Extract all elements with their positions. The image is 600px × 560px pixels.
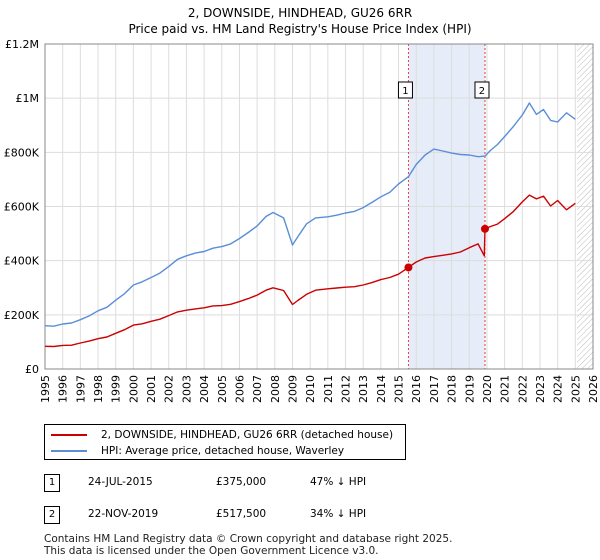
x-tick-label: 2020 xyxy=(481,375,494,403)
transaction-price: £375,000 xyxy=(216,476,267,488)
plot-frame xyxy=(44,43,594,370)
legend: 2, DOWNSIDE, HINDHEAD, GU26 6RR (detache… xyxy=(44,424,406,460)
x-tick-label: 2025 xyxy=(569,375,582,403)
x-tick-label: 2019 xyxy=(463,375,476,403)
transaction-label: 2 xyxy=(479,86,485,97)
legend-label-property: 2, DOWNSIDE, HINDHEAD, GU26 6RR (detache… xyxy=(101,429,394,441)
transaction-hpi-diff: 34% ↓ HPI xyxy=(310,508,367,520)
x-tick-label: 2000 xyxy=(127,375,140,403)
transaction-point xyxy=(480,224,489,233)
transaction-point xyxy=(404,263,413,272)
x-tick-label: 2018 xyxy=(446,375,459,403)
y-tick-label: £200K xyxy=(4,309,40,322)
y-tick-label: £400K xyxy=(4,255,40,268)
legend-item-property: 2, DOWNSIDE, HINDHEAD, GU26 6RR (detache… xyxy=(51,428,393,442)
x-tick-label: 2003 xyxy=(180,375,193,403)
y-tick-label: £600K xyxy=(4,201,40,214)
x-tick-label: 1997 xyxy=(74,375,87,403)
x-tick-label: 2009 xyxy=(286,375,299,403)
x-tick-label: 1999 xyxy=(110,375,123,403)
x-tick-label: 2013 xyxy=(357,375,370,403)
transaction-date: 24-JUL-2015 xyxy=(88,476,153,488)
legend-item-hpi: HPI: Average price, detached house, Wave… xyxy=(51,444,344,458)
y-tick-label: £1.2M xyxy=(5,38,39,51)
footer-copyright: Contains HM Land Registry data © Crown c… xyxy=(44,533,453,545)
series-line-property xyxy=(44,194,576,348)
transaction-label-box xyxy=(474,81,490,99)
legend-label-hpi: HPI: Average price, detached house, Wave… xyxy=(101,445,345,457)
price-chart: £0 £200K £400K £600K £800K £1M £1.2M 1995 1996 19… xyxy=(4,38,600,403)
x-tick-label: 2023 xyxy=(534,375,547,403)
x-tick-label: 2006 xyxy=(233,375,246,403)
series-line-hpi xyxy=(44,102,576,327)
transaction-label-box xyxy=(397,81,413,99)
y-tick-label: £1M xyxy=(16,92,40,105)
x-tick-label: 2014 xyxy=(375,375,388,403)
legend-swatch-property xyxy=(51,434,87,436)
x-tick-label: 2026 xyxy=(587,375,600,403)
x-tick-label: 1996 xyxy=(57,375,70,403)
transaction-price: £517,500 xyxy=(216,508,267,520)
transaction-hpi-diff: 47% ↓ HPI xyxy=(310,476,367,488)
x-tick-label: 2001 xyxy=(145,375,158,403)
transaction-badge: 2 xyxy=(44,506,60,524)
y-tick-label: £0 xyxy=(25,363,39,376)
x-tick-label: 2011 xyxy=(322,375,335,403)
x-tick-label: 2010 xyxy=(304,375,317,403)
x-tick-label: 2002 xyxy=(163,375,176,403)
transaction-label: 1 xyxy=(402,86,408,97)
transaction-date: 22-NOV-2019 xyxy=(88,508,159,520)
y-tick-label: £800K xyxy=(4,146,40,159)
x-tick-label: 1995 xyxy=(39,375,52,403)
x-tick-label: 2008 xyxy=(269,375,282,403)
footer-licence: This data is licensed under the Open Gov… xyxy=(44,545,379,557)
chart-title: 2, DOWNSIDE, HINDHEAD, GU26 6RR xyxy=(187,6,413,20)
transaction-badge: 1 xyxy=(44,474,60,492)
chart-subtitle: Price paid vs. HM Land Registry's House … xyxy=(128,22,472,36)
x-tick-label: 2004 xyxy=(198,375,211,403)
legend-swatch-hpi xyxy=(51,450,87,452)
x-tick-label: 2017 xyxy=(428,375,441,403)
x-tick-label: 2005 xyxy=(216,375,229,403)
x-tick-label: 2015 xyxy=(393,375,406,403)
x-tick-label: 2021 xyxy=(499,375,512,403)
x-tick-label: 2024 xyxy=(552,375,565,403)
x-tick-label: 2007 xyxy=(251,375,264,403)
x-tick-label: 2012 xyxy=(340,375,353,403)
x-tick-label: 2022 xyxy=(516,375,529,403)
x-tick-label: 1998 xyxy=(92,375,105,403)
x-tick-label: 2016 xyxy=(410,375,423,403)
